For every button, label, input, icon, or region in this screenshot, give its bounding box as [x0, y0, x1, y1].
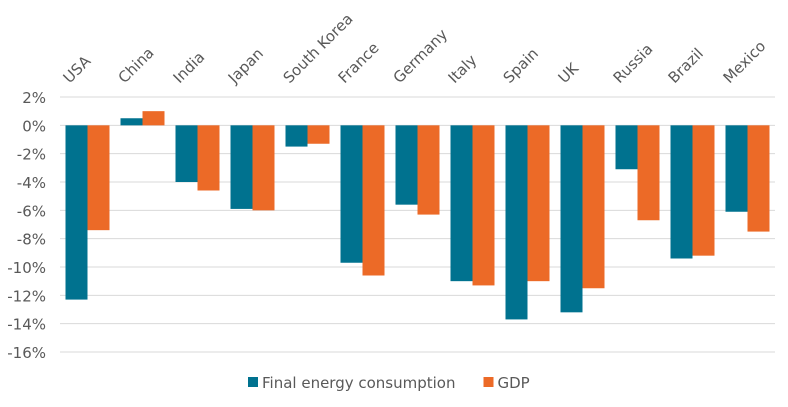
legend-swatch [483, 377, 494, 387]
bar-energy [285, 125, 308, 147]
bar-energy [340, 125, 363, 263]
y-tick-label: -10% [7, 259, 46, 277]
y-tick-label: -8% [17, 231, 46, 249]
y-tick-label: -6% [17, 202, 46, 220]
legend-swatch [248, 377, 258, 387]
bar-gdp [582, 125, 605, 289]
bar-energy [450, 125, 473, 282]
bar-gdp [527, 125, 550, 282]
bar-energy [670, 125, 693, 259]
x-tick-label: Russia [610, 40, 657, 87]
y-tick-label: -4% [17, 174, 46, 192]
bar-gdp [747, 125, 770, 232]
x-tick-label: Italy [445, 51, 481, 87]
x-tick-label: India [170, 48, 209, 87]
x-tick-label: Mexico [720, 37, 770, 87]
bar-gdp [252, 125, 275, 211]
x-tick-label: USA [60, 52, 95, 87]
bar-gdp [692, 125, 715, 256]
bar-energy [615, 125, 638, 170]
bar-gdp [142, 111, 165, 126]
y-tick-label: -2% [17, 146, 46, 164]
bar-gdp [637, 125, 660, 221]
x-tick-label: Germany [390, 25, 452, 87]
bar-energy [560, 125, 583, 313]
legend-label: GDP [498, 374, 530, 392]
x-tick-label: China [115, 44, 158, 87]
x-tick-label: UK [555, 59, 583, 87]
y-tick-label: -14% [7, 316, 46, 334]
bar-gdp [362, 125, 385, 276]
x-tick-label: France [335, 39, 383, 87]
y-tick-label: -16% [7, 344, 46, 362]
bar-energy [505, 125, 528, 320]
x-tick-label: Spain [500, 44, 542, 86]
y-tick-label: 2% [22, 89, 46, 107]
bar-energy [725, 125, 748, 212]
bar-gdp [87, 125, 110, 231]
bar-gdp [197, 125, 220, 191]
y-tick-label: 0% [22, 117, 46, 135]
bar-energy [120, 118, 143, 126]
bar-energy [175, 125, 198, 182]
bar-gdp [472, 125, 495, 286]
x-tick-label: Brazil [665, 45, 707, 87]
x-tick-label: Japan [224, 45, 267, 88]
bar-energy [395, 125, 418, 205]
bar-gdp [417, 125, 440, 215]
bar-gdp [307, 125, 330, 144]
y-tick-label: -12% [7, 287, 46, 305]
bar-energy [230, 125, 253, 209]
legend-label: Final energy consumption [262, 374, 456, 392]
bar-energy [65, 125, 88, 300]
